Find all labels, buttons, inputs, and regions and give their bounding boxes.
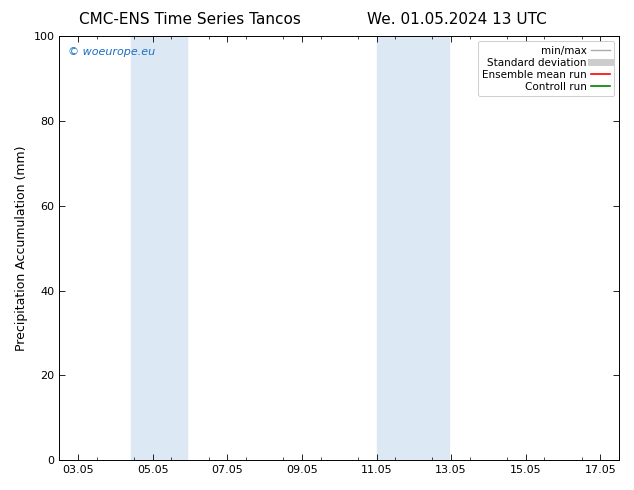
- Text: © woeurope.eu: © woeurope.eu: [68, 47, 155, 57]
- Text: CMC-ENS Time Series Tancos: CMC-ENS Time Series Tancos: [79, 12, 301, 27]
- Bar: [131, 36, 187, 460]
- Legend: min/max, Standard deviation, Ensemble mean run, Controll run: min/max, Standard deviation, Ensemble me…: [478, 41, 614, 96]
- Text: We. 01.05.2024 13 UTC: We. 01.05.2024 13 UTC: [366, 12, 547, 27]
- Y-axis label: Precipitation Accumulation (mm): Precipitation Accumulation (mm): [15, 146, 28, 351]
- Bar: [377, 36, 450, 460]
